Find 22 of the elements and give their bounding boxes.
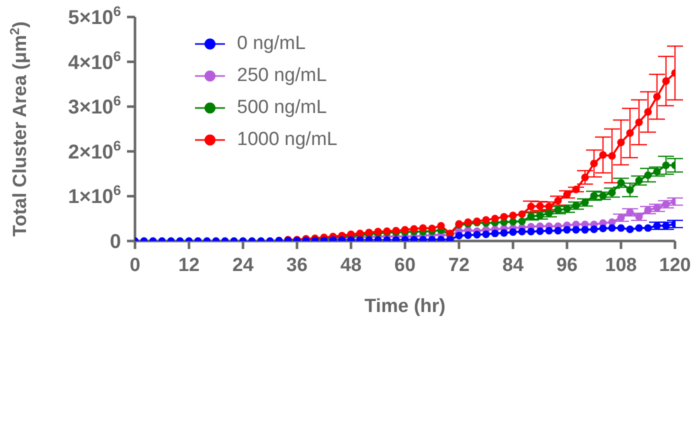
x-tick-label: 0	[130, 255, 140, 276]
y-tick-label: 4×10$^{6}$	[68, 48, 122, 74]
y-tick-label: 2×10$^{6}$	[68, 137, 122, 164]
y-tick-label: 1×10$^{6}$	[68, 182, 122, 208]
legend-label: 1000 ng/mL	[237, 129, 338, 151]
y-tick-label: 3×10$^{6}$	[68, 92, 122, 119]
legend-label: 250 ng/mL	[237, 65, 327, 87]
x-tick-label: 84	[502, 255, 524, 276]
x-tick-label: 48	[340, 255, 362, 276]
x-tick-label: 36	[286, 255, 308, 276]
x-tick-label: 72	[448, 255, 470, 276]
x-tick-label: 96	[556, 255, 578, 276]
x-axis-title: Time (hr)	[364, 296, 446, 317]
x-tick-label: 120	[659, 255, 691, 276]
x-tick-label: 24	[232, 255, 254, 276]
legend-label: 500 ng/mL	[237, 97, 327, 119]
y-tick-label: 0	[110, 231, 121, 253]
x-tick-label: 60	[394, 255, 416, 276]
y-tick-label: 5×10$^{6}$	[68, 3, 122, 29]
x-tick-label: 108	[605, 255, 637, 276]
x-tick-label: 12	[178, 255, 200, 276]
legend-label: 0 ng/mL	[237, 33, 306, 55]
